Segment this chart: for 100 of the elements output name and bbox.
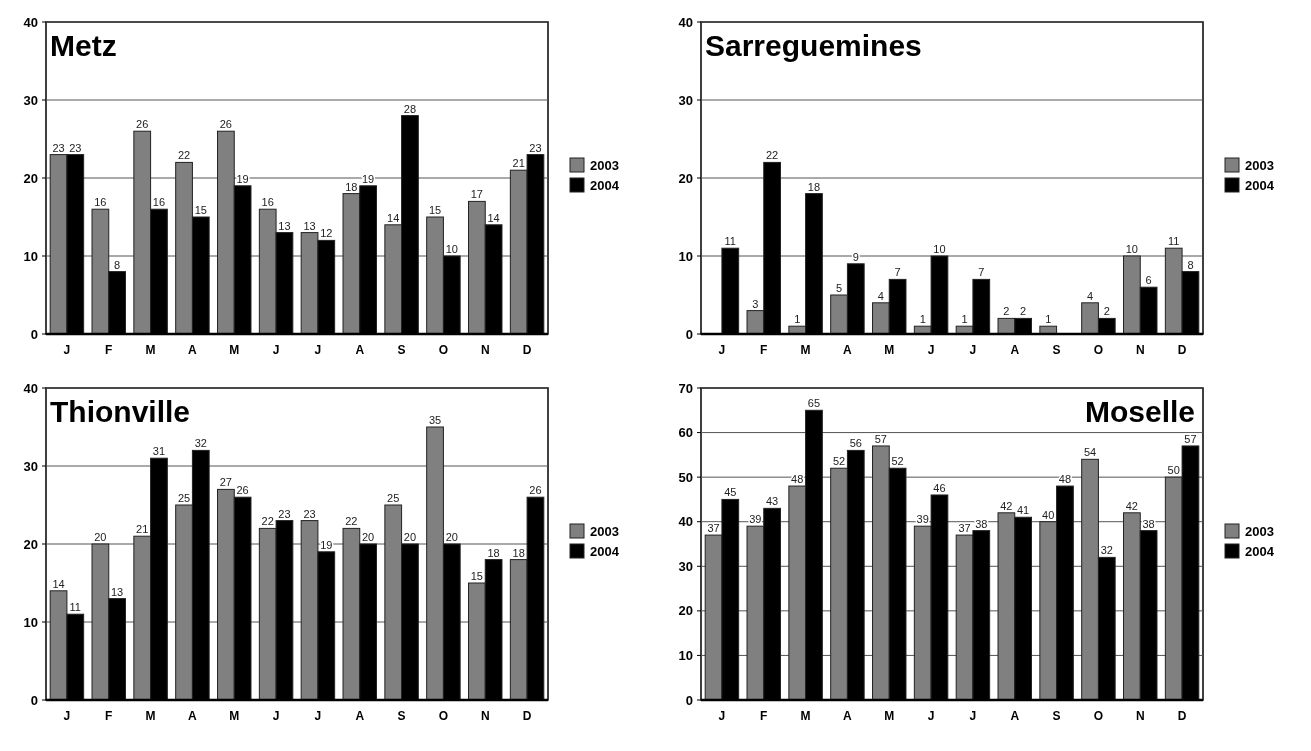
legend-label: 2004: [1245, 178, 1275, 193]
data-label: 10: [445, 243, 458, 255]
y-tick-label: 30: [23, 92, 38, 108]
data-label: 19: [320, 538, 333, 551]
data-label: 41: [1016, 504, 1030, 517]
data-label: 18: [345, 180, 358, 193]
x-tick-label: A: [843, 709, 853, 723]
y-tick-label: 30: [23, 458, 38, 474]
data-label: 18: [512, 546, 525, 559]
x-tick-label: J: [314, 709, 322, 723]
data-label: 1: [794, 313, 801, 326]
y-tick-label: 40: [678, 14, 693, 30]
y-tick-label: 20: [678, 170, 693, 186]
data-label: 46: [933, 481, 946, 494]
x-tick-label: J: [63, 709, 71, 723]
data-label: 65: [807, 397, 821, 410]
data-label: 2: [1003, 305, 1010, 318]
data-label: 14: [52, 577, 65, 590]
x-tick-label: J: [63, 343, 71, 357]
data-label: 11: [1168, 235, 1180, 248]
data-label: 13: [110, 585, 124, 598]
data-label: 6: [1145, 274, 1152, 287]
x-tick-label: J: [272, 343, 280, 357]
data-label: 2: [1103, 305, 1110, 318]
data-label: 52: [832, 455, 846, 468]
data-label: 48: [791, 473, 804, 486]
data-label: 5: [835, 282, 843, 294]
data-label: 20: [361, 531, 375, 543]
y-tick-label: 0: [685, 326, 693, 342]
data-label: 23: [52, 141, 65, 154]
data-label: 57: [1184, 432, 1197, 445]
data-label: 14: [387, 211, 400, 224]
x-tick-label: D: [1177, 709, 1187, 723]
data-label: 52: [891, 455, 904, 468]
data-label: 22: [261, 515, 274, 528]
data-label: 1: [961, 313, 968, 326]
data-label: 15: [470, 570, 484, 582]
y-tick-label: 30: [678, 92, 693, 108]
data-label: 37: [958, 522, 971, 535]
y-tick-label: 20: [23, 170, 38, 186]
y-tick-label: 30: [678, 558, 693, 574]
y-tick-label: 60: [678, 425, 693, 441]
x-tick-label: M: [884, 343, 895, 357]
x-tick-label: J: [272, 709, 280, 723]
legend-label: 2003: [1245, 158, 1274, 173]
data-label: 18: [487, 546, 500, 559]
data-label: 48: [1058, 473, 1072, 486]
x-tick-label: A: [188, 343, 198, 357]
data-label: 4: [877, 289, 884, 302]
data-label: 8: [114, 258, 121, 271]
legend-label: 2004: [590, 178, 620, 193]
data-label: 20: [403, 531, 417, 543]
data-label: 22: [345, 515, 358, 528]
data-label: 3: [752, 297, 759, 310]
data-label: 16: [94, 196, 107, 209]
x-tick-label: O: [1093, 343, 1104, 357]
x-tick-label: N: [1135, 343, 1145, 357]
data-label: 45: [724, 486, 737, 499]
data-label: 40: [1042, 508, 1055, 521]
chart-title: Metz: [50, 29, 117, 62]
legend-label: 2003: [590, 524, 619, 539]
x-tick-label: A: [1010, 709, 1020, 723]
x-tick-label: A: [1010, 343, 1020, 357]
data-label: 8: [1187, 258, 1194, 271]
data-label: 23: [278, 507, 291, 520]
data-label: 22: [765, 149, 779, 162]
y-tick-label: 70: [678, 380, 693, 396]
data-label: 4: [1086, 289, 1094, 302]
chart-title: Sarreguemines: [705, 29, 922, 62]
y-tick-label: 40: [23, 380, 38, 396]
x-tick-label: F: [105, 343, 113, 357]
x-tick-label: O: [438, 709, 449, 723]
x-tick-label: D: [1177, 343, 1187, 357]
y-tick-label: 0: [30, 326, 38, 342]
y-tick-label: 40: [23, 14, 38, 30]
data-label: 20: [94, 531, 107, 543]
x-tick-label: J: [314, 343, 322, 357]
data-label: 15: [194, 204, 207, 216]
data-label: 26: [136, 118, 149, 131]
x-tick-label: J: [718, 343, 726, 357]
x-tick-label: O: [438, 343, 449, 357]
data-label: 9: [852, 250, 859, 263]
x-tick-label: A: [355, 343, 365, 357]
y-tick-label: 10: [23, 614, 38, 630]
data-label: 35: [428, 414, 442, 426]
data-label: 25: [177, 492, 191, 504]
x-tick-label: S: [397, 343, 406, 357]
data-label: 43: [765, 495, 779, 508]
x-tick-label: A: [843, 343, 853, 357]
data-label: 23: [303, 507, 316, 520]
chart-title: Moselle: [1084, 395, 1195, 428]
legend-label: 2004: [1245, 544, 1275, 559]
data-label: 1: [1045, 313, 1052, 326]
x-tick-label: S: [397, 709, 406, 723]
y-tick-label: 0: [685, 692, 693, 708]
x-tick-label: M: [800, 709, 811, 723]
data-label: 23: [529, 141, 542, 154]
data-label: 42: [1125, 499, 1139, 512]
data-label: 7: [894, 266, 901, 279]
data-label: 21: [136, 523, 149, 536]
